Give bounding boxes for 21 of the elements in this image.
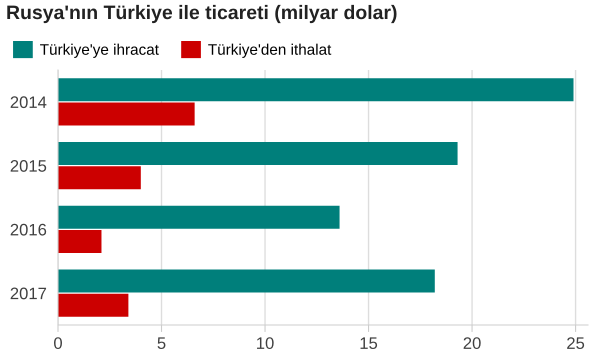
x-tick-label: 0: [54, 337, 62, 350]
bar: [58, 166, 141, 190]
y-tick-label: 2017: [10, 288, 46, 300]
x-tick-label: 10: [257, 337, 274, 350]
legend-label: Türkiye'ye ihracat: [40, 44, 159, 58]
x-tick-label: 15: [360, 337, 378, 350]
bar: [58, 206, 340, 229]
x-tick-label: 20: [464, 337, 481, 350]
bar: [58, 294, 128, 317]
y-tick-label: 2014: [10, 96, 46, 108]
y-tick-label: 2016: [10, 224, 46, 236]
bar: [58, 78, 574, 102]
legend-label: Türkiye'den ithalat: [208, 44, 332, 58]
bar: [58, 270, 435, 292]
bar: [58, 102, 195, 126]
bar: [58, 142, 458, 165]
chart-title: Rusya'nın Türkiye ile ticareti (milyar dolar): [7, 4, 397, 24]
bar: [58, 230, 102, 253]
y-tick-label: 2015: [10, 160, 46, 172]
x-tick-label: 5: [158, 337, 166, 350]
x-tick-label: 25: [567, 337, 584, 350]
